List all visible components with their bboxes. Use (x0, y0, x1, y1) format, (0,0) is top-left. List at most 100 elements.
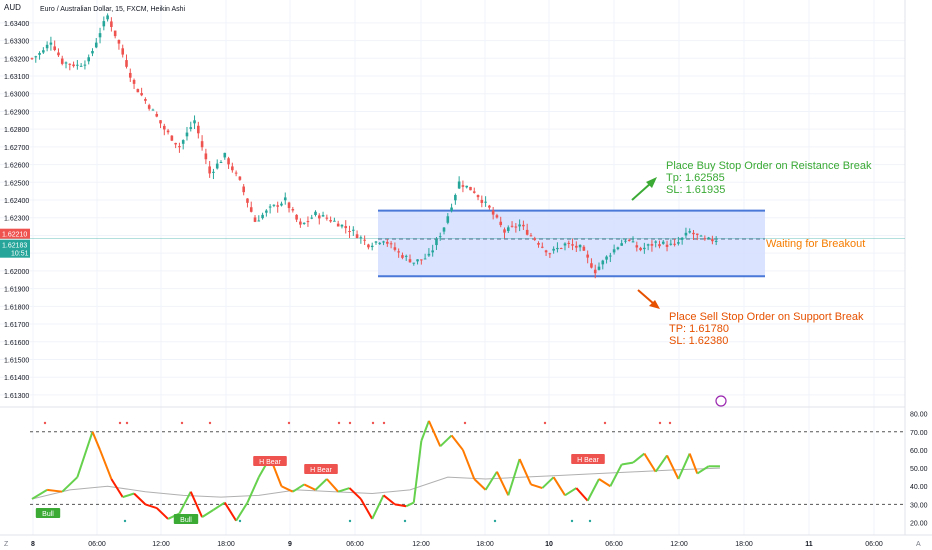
candle-body[interactable] (624, 240, 627, 242)
candle-body[interactable] (132, 79, 136, 84)
candle-body[interactable] (597, 266, 601, 270)
candle-body[interactable] (197, 125, 200, 134)
candle-body[interactable] (140, 93, 143, 96)
candle-body[interactable] (215, 163, 219, 169)
candle-body[interactable] (128, 72, 132, 78)
candle-body[interactable] (601, 260, 605, 265)
candle-body[interactable] (567, 242, 571, 244)
candle-body[interactable] (367, 244, 370, 248)
candle-body[interactable] (714, 240, 718, 242)
candle-body[interactable] (91, 50, 94, 54)
candle-body[interactable] (64, 62, 68, 64)
candle-body[interactable] (438, 236, 442, 238)
candle-body[interactable] (163, 125, 166, 130)
candle-body[interactable] (42, 50, 45, 53)
candle-body[interactable] (499, 221, 503, 226)
candle-body[interactable] (280, 203, 283, 206)
candle-body[interactable] (484, 201, 487, 203)
candle-body[interactable] (223, 152, 227, 158)
candle-body[interactable] (393, 247, 397, 250)
candle-body[interactable] (457, 181, 461, 189)
candle-body[interactable] (370, 245, 374, 248)
candle-body[interactable] (654, 241, 657, 243)
candle-body[interactable] (427, 253, 431, 256)
candle-body[interactable] (646, 244, 650, 246)
candle-body[interactable] (461, 185, 465, 187)
candle-body[interactable] (234, 172, 238, 174)
candle-body[interactable] (242, 186, 245, 193)
candle-body[interactable] (72, 64, 75, 67)
candle-body[interactable] (227, 158, 230, 165)
candle-body[interactable] (299, 221, 302, 225)
candle-body[interactable] (488, 205, 491, 208)
candle-body[interactable] (412, 262, 416, 264)
candle-body[interactable] (420, 259, 423, 261)
candle-body[interactable] (382, 241, 385, 243)
candle-body[interactable] (563, 243, 567, 246)
candle-body[interactable] (219, 162, 223, 164)
candle-body[interactable] (541, 246, 544, 248)
candle-body[interactable] (117, 39, 121, 44)
candle-body[interactable] (185, 132, 189, 137)
candle-body[interactable] (635, 245, 639, 248)
candle-body[interactable] (480, 199, 484, 203)
candle-body[interactable] (102, 21, 106, 27)
candle-body[interactable] (401, 255, 404, 258)
candle-body[interactable] (125, 60, 128, 67)
candle-body[interactable] (627, 239, 631, 241)
candle-body[interactable] (677, 242, 680, 244)
candle-body[interactable] (348, 231, 351, 233)
candle-body[interactable] (643, 247, 646, 250)
candle-body[interactable] (522, 224, 525, 227)
candle-body[interactable] (178, 146, 181, 148)
candle-body[interactable] (283, 197, 287, 201)
candle-body[interactable] (612, 249, 616, 253)
candle-body[interactable] (435, 239, 438, 246)
candle-body[interactable] (525, 229, 529, 235)
candle-body[interactable] (703, 238, 707, 240)
candle-body[interactable] (321, 215, 325, 217)
candle-body[interactable] (38, 53, 41, 55)
candle-body[interactable] (106, 15, 109, 20)
candle-body[interactable] (699, 235, 703, 237)
candle-body[interactable] (147, 105, 151, 109)
candle-body[interactable] (53, 46, 56, 51)
candle-body[interactable] (317, 215, 321, 219)
candle-body[interactable] (253, 217, 257, 222)
candle-body[interactable] (590, 263, 593, 268)
candle-body[interactable] (665, 244, 669, 247)
candle-body[interactable] (87, 57, 90, 62)
candle-body[interactable] (556, 247, 559, 250)
candle-body[interactable] (495, 215, 499, 218)
candle-body[interactable] (155, 113, 159, 117)
candle-body[interactable] (650, 244, 654, 246)
candle-body[interactable] (98, 33, 102, 38)
candle-body[interactable] (333, 220, 336, 222)
candle-body[interactable] (287, 202, 291, 209)
candle-body[interactable] (408, 259, 412, 263)
candle-body[interactable] (306, 221, 310, 223)
candle-body[interactable] (310, 217, 314, 219)
candle-body[interactable] (510, 225, 514, 227)
candle-body[interactable] (276, 205, 279, 207)
candle-body[interactable] (257, 220, 261, 222)
candle-body[interactable] (49, 42, 53, 45)
candle-body[interactable] (491, 210, 495, 215)
candle-body[interactable] (336, 223, 340, 227)
candle-body[interactable] (374, 241, 378, 243)
candle-body[interactable] (151, 109, 155, 111)
candle-body[interactable] (609, 255, 612, 257)
auto-scale-icon[interactable]: A (916, 541, 921, 548)
candle-body[interactable] (416, 259, 419, 262)
candle-body[interactable] (707, 237, 710, 239)
candle-body[interactable] (673, 243, 676, 245)
candle-body[interactable] (469, 186, 472, 191)
candle-body[interactable] (76, 64, 79, 66)
candle-body[interactable] (144, 99, 147, 101)
candle-body[interactable] (620, 243, 623, 246)
candle-body[interactable] (181, 140, 185, 144)
candle-body[interactable] (680, 237, 684, 240)
candle-body[interactable] (692, 232, 695, 235)
candle-body[interactable] (669, 243, 673, 245)
candle-body[interactable] (389, 243, 393, 245)
